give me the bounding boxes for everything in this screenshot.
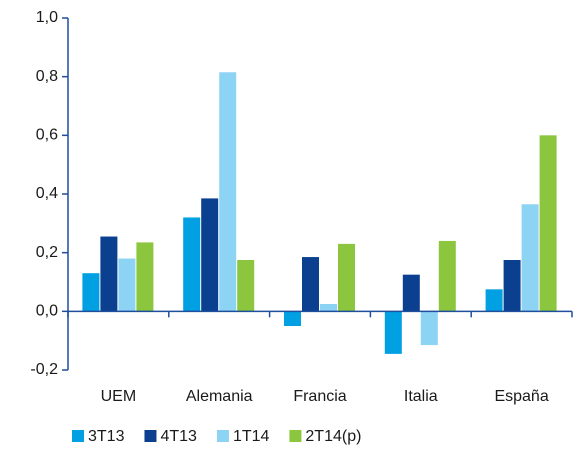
y-tick-label: -0,2 (30, 361, 58, 378)
legend-swatch (72, 430, 84, 442)
legend-label: 3T13 (88, 428, 125, 445)
bar (284, 311, 301, 326)
x-tick-label: España (494, 388, 548, 405)
bar (183, 217, 201, 312)
legend-swatch (216, 430, 229, 442)
x-tick-label: Italia (404, 388, 438, 405)
y-tick-label: 0,0 (36, 303, 58, 320)
y-tick-label: 1,0 (36, 9, 58, 26)
legend-label: 2T14(p) (305, 428, 361, 445)
x-tick-label: Alemania (186, 388, 253, 405)
legend-swatch (289, 430, 302, 442)
bar (136, 242, 154, 312)
bar (384, 311, 402, 354)
y-tick-label: 0,8 (36, 68, 58, 85)
bar (100, 236, 118, 312)
bar (521, 204, 539, 312)
bar (503, 260, 521, 312)
legend-label: 4T13 (160, 428, 197, 445)
legend-label: 1T14 (233, 428, 270, 445)
y-tick-label: 0,2 (36, 244, 58, 261)
bar (485, 289, 503, 312)
y-tick-label: 0,6 (36, 127, 58, 144)
x-tick-label: Francia (293, 388, 346, 405)
bar (402, 274, 420, 312)
bar (302, 257, 319, 312)
bar (201, 198, 219, 312)
bar (320, 304, 337, 312)
bar (539, 135, 557, 312)
x-tick-label: UEM (101, 388, 137, 405)
bar (420, 311, 438, 346)
y-tick-label: 0,4 (36, 185, 58, 202)
bar (438, 240, 456, 312)
bar (219, 72, 237, 312)
legend-swatch (144, 430, 157, 442)
bar (82, 273, 100, 312)
bar (118, 258, 136, 312)
bar (237, 260, 255, 312)
bar (338, 243, 355, 312)
